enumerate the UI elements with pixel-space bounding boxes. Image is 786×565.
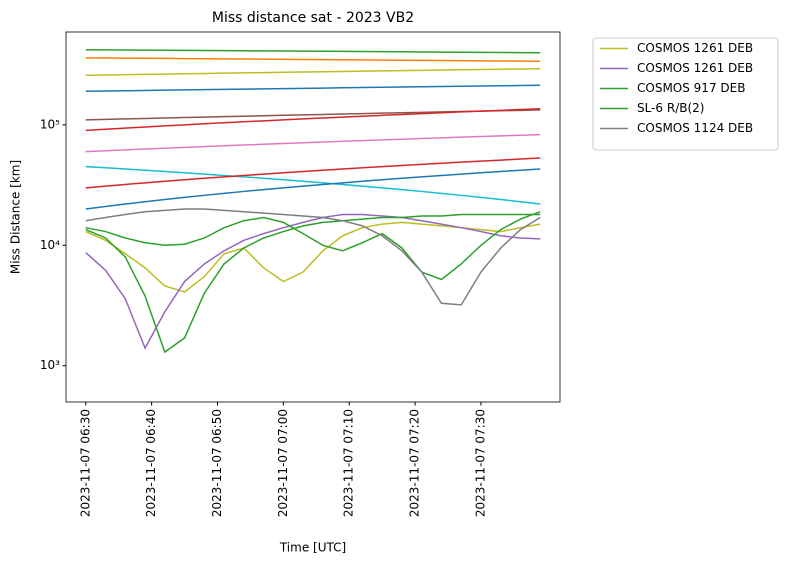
x-tick-label: 2023-11-07 07:30 <box>473 409 487 517</box>
y-tick-label: 10³ <box>40 358 60 372</box>
data-line <box>85 213 541 350</box>
legend-label: COSMOS 917 DEB <box>637 81 745 95</box>
legend-label: COSMOS 1261 DEB <box>637 61 753 75</box>
data-line <box>85 57 541 63</box>
data-line <box>85 165 541 205</box>
data-line <box>85 49 541 54</box>
x-tick-label: 2023-11-07 07:20 <box>408 409 422 517</box>
legend-label: COSMOS 1261 DEB <box>637 41 753 55</box>
x-tick-label: 2023-11-07 06:50 <box>210 409 224 517</box>
y-axis-label: Miss Distance [km] <box>9 160 23 274</box>
legend-label: COSMOS 1124 DEB <box>637 121 753 135</box>
chart-title: Miss distance sat - 2023 VB2 <box>212 10 414 26</box>
data-line <box>85 213 541 354</box>
data-line <box>85 84 541 93</box>
legend: COSMOS 1261 DEB COSMOS 1261 DEB COSMOS 917… <box>592 37 779 151</box>
data-line <box>85 108 541 132</box>
data-line <box>85 211 541 281</box>
x-axis-label: Time [UTC] <box>279 541 346 555</box>
data-line <box>85 221 541 293</box>
x-tick-label: 2023-11-07 06:30 <box>78 409 92 517</box>
y-tick-label: 10⁴ <box>40 238 60 252</box>
y-tick-label: 10⁵ <box>40 117 60 131</box>
x-tick-label: 2023-11-07 07:00 <box>276 409 290 517</box>
legend-box <box>592 37 779 151</box>
plot-frame <box>65 31 561 403</box>
data-line <box>85 208 541 306</box>
x-tick-label: 2023-11-07 07:10 <box>342 409 356 517</box>
data-line <box>85 168 541 210</box>
data-line <box>85 67 541 77</box>
x-tick-label: 2023-11-07 06:40 <box>144 409 158 517</box>
data-line <box>85 157 541 189</box>
data-line <box>85 133 541 153</box>
legend-label: SL-6 R/B(2) <box>637 101 704 115</box>
